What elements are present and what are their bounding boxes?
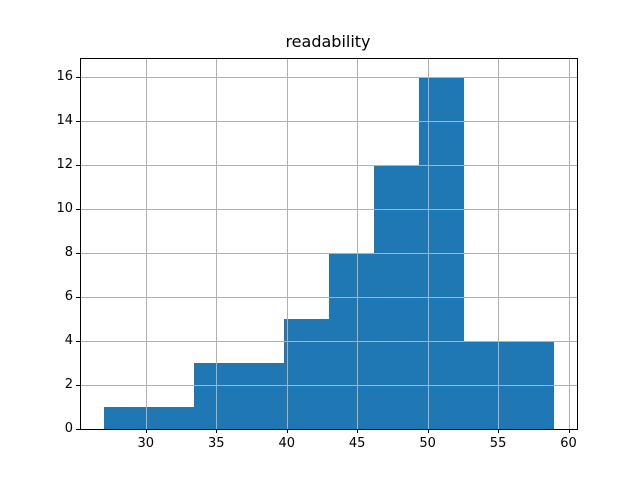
gridline-y [81,76,577,78]
y-tick-mark [76,296,80,298]
histogram-bar [103,406,149,429]
y-tick-label: 16 [56,68,73,84]
gridline-y [81,296,577,298]
gridline-x [145,59,147,429]
gridline-x [216,59,218,429]
y-tick-mark [76,340,80,342]
y-tick-label: 12 [56,156,73,172]
gridline-x [357,59,359,429]
y-tick-label: 14 [56,112,73,128]
gridline-y [81,384,577,386]
gridline-y [81,340,577,342]
x-tick-label: 55 [489,436,507,451]
gridline-y [81,252,577,254]
x-tick-label: 60 [560,436,577,451]
gridline-x [568,59,570,429]
x-tick-mark [286,429,288,433]
histogram-bar [193,362,239,429]
gridline-x [427,59,429,429]
gridline-y [81,120,577,122]
y-tick-mark [76,164,80,166]
gridline-x [498,59,500,429]
x-tick-label: 30 [137,436,155,451]
y-tick-label: 2 [64,376,73,392]
y-tick-mark [76,76,80,78]
x-tick-mark [145,429,147,433]
x-tick-mark [568,429,570,433]
y-tick-mark [76,429,80,430]
y-tick-label: 0 [64,421,73,436]
y-tick-label: 4 [64,332,73,348]
x-tick-mark [498,429,500,433]
x-tick-label: 45 [348,436,366,451]
y-tick-label: 6 [64,288,73,304]
y-tick-label: 10 [56,200,73,216]
y-tick-mark [76,208,80,210]
histogram-bar [283,318,329,429]
histogram-bar [238,362,284,429]
x-tick-mark [357,429,359,433]
gridline-x [286,59,288,429]
gridline-y [81,208,577,210]
gridline-y [81,164,577,166]
x-tick-mark [427,429,429,433]
x-tick-label: 35 [207,436,225,451]
histogram-bar [148,406,194,429]
y-tick-mark [76,252,80,254]
x-tick-label: 40 [278,436,295,451]
y-tick-mark [76,120,80,122]
y-tick-mark [76,384,80,386]
x-tick-label: 50 [419,436,436,451]
plot-area: 30 35 40 45 50 55 60 0 2 4 6 8 10 12 14 16 [56,58,578,451]
x-tick-mark [216,429,218,433]
y-tick-label: 8 [64,244,73,260]
chart-title: readability [285,32,371,51]
